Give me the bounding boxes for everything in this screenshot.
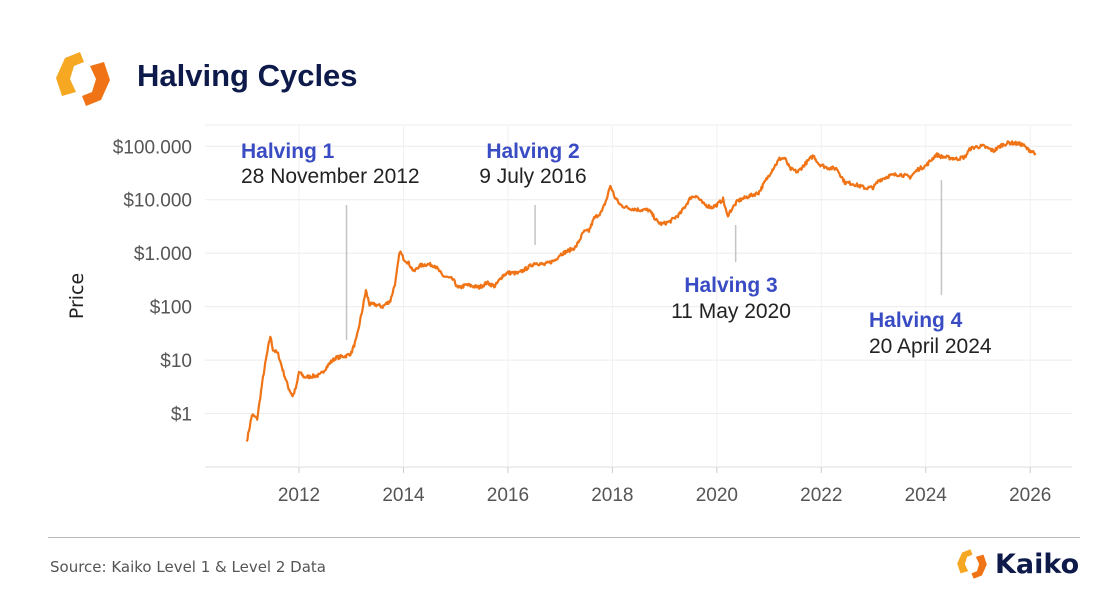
x-tick-label: 2016 <box>487 485 529 506</box>
halving-annotations: Halving 128 November 2012 Halving 29 July… <box>241 140 992 358</box>
page-title: Halving Cycles <box>137 58 358 93</box>
annotation-leader-lines <box>345 180 943 340</box>
halving-date: 28 November 2012 <box>241 165 420 188</box>
x-tick-label: 2014 <box>382 485 425 506</box>
halving-title: Halving 4 <box>869 309 963 332</box>
halving-date: 20 April 2024 <box>869 335 992 358</box>
halving-title: Halving 2 <box>486 140 579 163</box>
y-axis-ticks: $1 $10 $100 $1.000 $10.000 $100.000 <box>113 137 192 425</box>
kaiko-logo-icon <box>56 52 110 106</box>
halving-title: Halving 1 <box>241 140 335 163</box>
x-tick-label: 2026 <box>1009 485 1051 506</box>
x-tick-label: 2024 <box>905 485 948 506</box>
x-tick-label: 2022 <box>800 485 842 506</box>
y-tick-label: $10.000 <box>123 191 192 212</box>
y-tick-label: $100.000 <box>113 137 192 158</box>
y-tick-label: $1.000 <box>134 244 192 265</box>
halving-date: 11 May 2020 <box>671 300 791 323</box>
source-note: Source: Kaiko Level 1 & Level 2 Data <box>50 558 326 576</box>
y-tick-label: $100 <box>150 298 192 319</box>
y-axis-label: Price <box>66 273 88 319</box>
grid-lines <box>205 124 1072 473</box>
btc-price-line <box>245 140 1037 442</box>
brand-name: Kaiko <box>995 548 1080 580</box>
y-tick-label: $10 <box>160 351 192 372</box>
brand-logo: Kaiko <box>955 546 1079 582</box>
halving-title: Halving 3 <box>684 274 777 297</box>
kaiko-small-logo-icon <box>957 549 987 579</box>
y-tick-label: $1 <box>171 405 192 426</box>
x-tick-label: 2020 <box>696 485 738 506</box>
x-axis-ticks: 2012 2014 2016 2018 2020 2022 2024 2026 <box>278 485 1051 506</box>
x-tick-label: 2012 <box>278 485 320 506</box>
x-tick-label: 2018 <box>591 485 633 506</box>
footer-divider <box>48 537 1080 538</box>
halving-date: 9 July 2016 <box>479 165 586 188</box>
